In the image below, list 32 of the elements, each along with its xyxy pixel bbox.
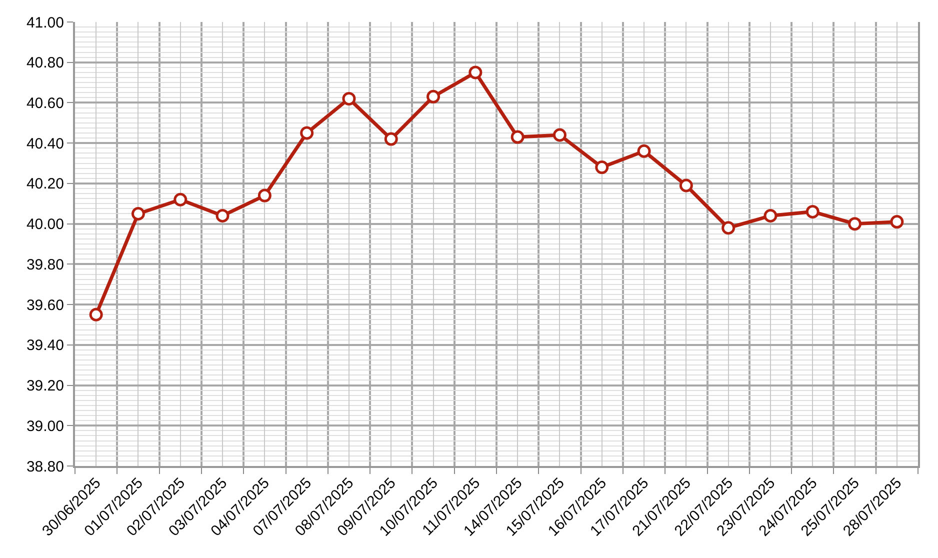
point [806,204,820,218]
y-tick-label: 39.20 [26,378,64,395]
point [258,188,272,202]
y-tick-label: 40.40 [26,135,64,152]
point [722,221,736,235]
point [890,215,904,229]
point [174,192,188,206]
y-tick-label: 41.00 [26,14,64,32]
point [131,206,145,220]
point [342,92,356,106]
y-tick-label: 39.80 [26,256,64,274]
point [848,217,862,231]
y-tick-label: 40.60 [26,94,64,112]
point [89,308,103,322]
point [468,66,482,80]
y-tick-label: 39.40 [26,337,64,354]
y-tick-label: 40.20 [26,176,64,193]
y-tick-label: 39.00 [26,418,64,435]
point [679,178,693,192]
point [384,132,398,146]
y-tick-label: 38.80 [26,458,64,476]
point [426,90,440,104]
point [595,160,609,174]
y-tick-label: 39.60 [26,296,64,314]
point [637,144,651,158]
point [510,130,524,144]
point [216,209,230,222]
point [300,126,314,140]
y-tick-label: 40.80 [26,54,64,72]
y-tick-label: 40.00 [26,216,64,234]
point [764,209,778,222]
point [552,128,566,142]
